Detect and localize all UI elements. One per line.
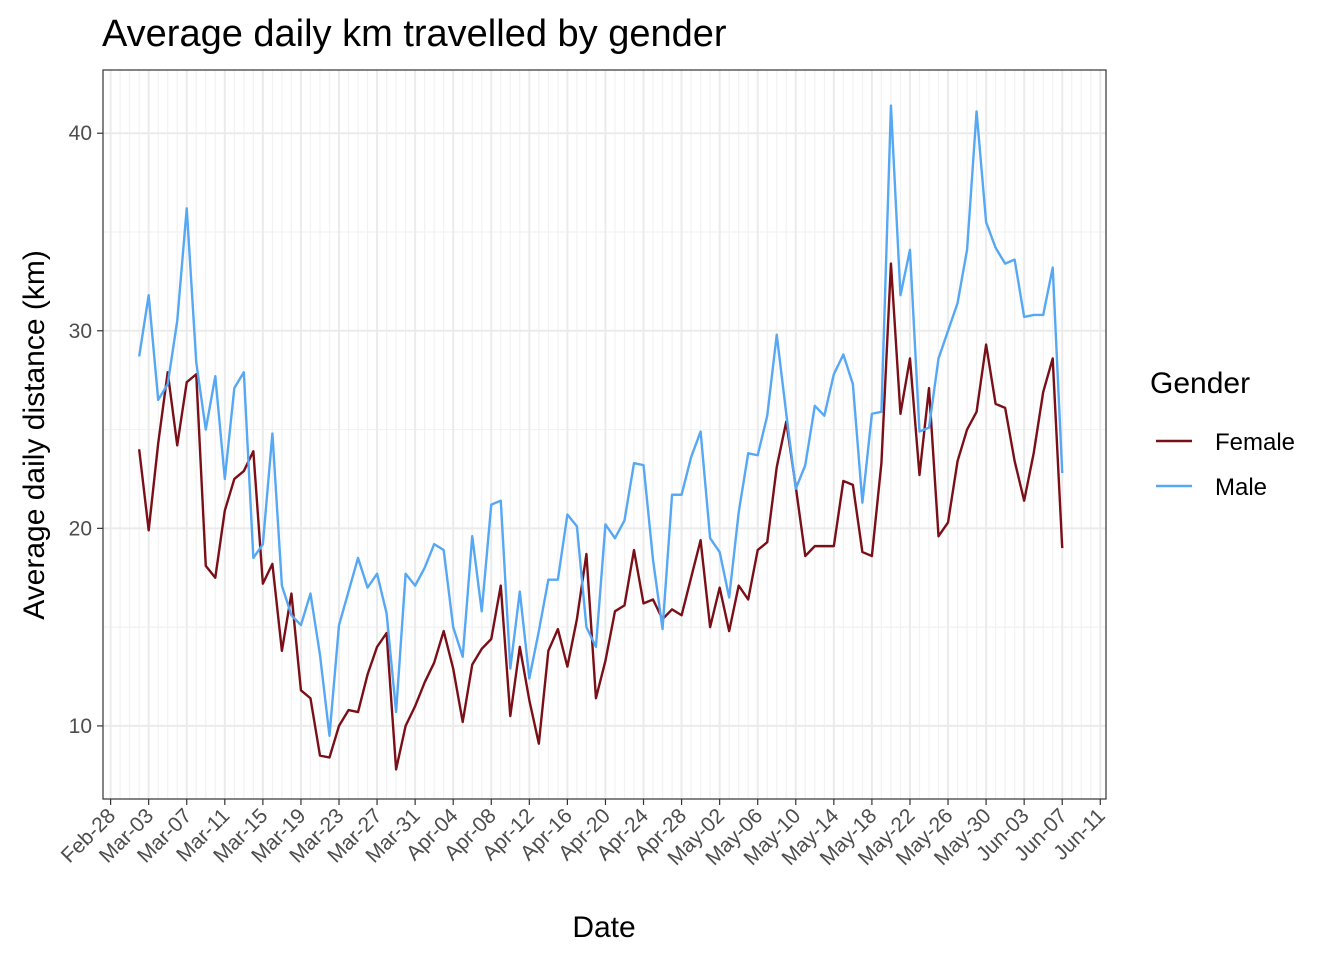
x-axis-title: Date [572,911,635,944]
legend-label-male: Male [1215,474,1267,501]
chart-title: Average daily km travelled by gender [102,13,727,55]
legend: Gender Female Male [1150,367,1295,501]
series-line-female [137,262,1064,771]
y-tick-label: 30 [69,320,92,343]
series-lines [137,104,1064,771]
plot-panel-border [102,69,1107,800]
y-tick-label: 40 [69,122,92,145]
y-axis: 10 20 30 40 [69,122,103,738]
series-line-male [137,104,1064,737]
y-tick-label: 10 [69,715,92,738]
y-axis-title: Average daily distance (km) [18,250,51,620]
x-axis: Feb-28Mar-03Mar-07Mar-11Mar-15Mar-19Mar-… [57,799,1110,870]
legend-title: Gender [1150,367,1250,400]
legend-label-female: Female [1215,429,1295,456]
y-tick-label: 20 [69,517,92,540]
